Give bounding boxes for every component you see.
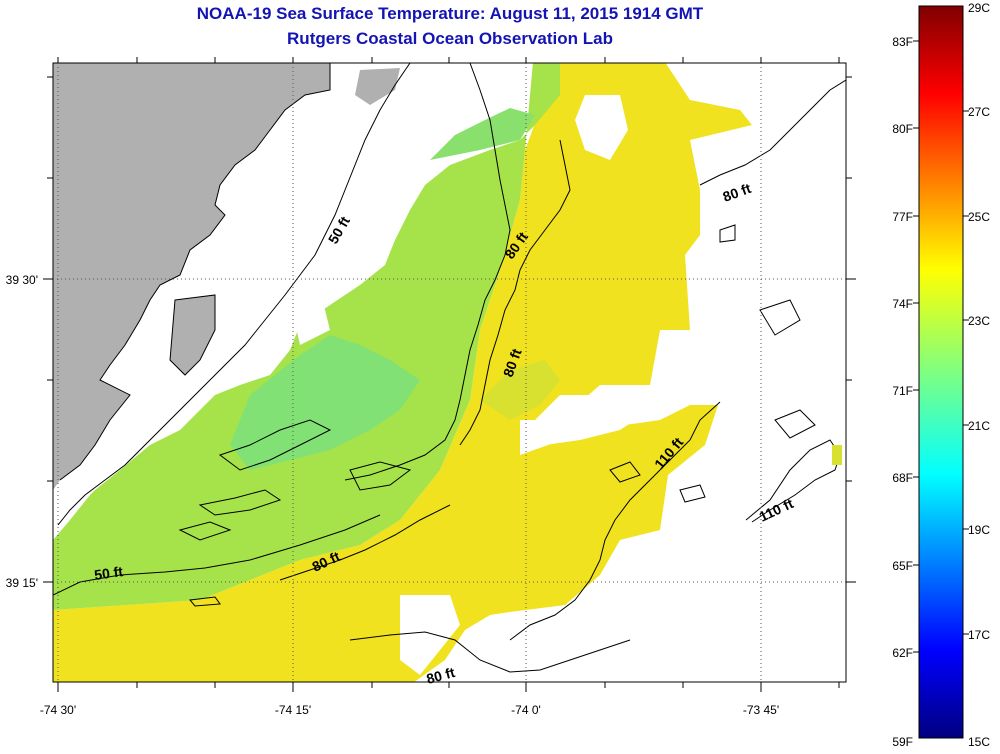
contour-shoal-9 xyxy=(189,596,221,607)
contour-110ft xyxy=(509,401,721,641)
contour-80ft-south xyxy=(279,504,451,581)
colorbar-c-label: 15C xyxy=(968,735,990,749)
cloud-mask-mid xyxy=(525,395,650,445)
colorbar-f-label: 71F xyxy=(892,384,913,398)
contour-50ft xyxy=(57,63,411,526)
cloud-mask-nearshore xyxy=(290,290,330,345)
colorbar-ticks xyxy=(913,40,969,653)
x-tick-label: -74 30' xyxy=(40,703,76,717)
colorbar-f-label: 77F xyxy=(892,210,913,224)
sst-cool-patch xyxy=(430,108,535,160)
contour-shoal-4 xyxy=(349,461,412,491)
sst-cool-region xyxy=(230,335,420,470)
colorbar-f-label: 68F xyxy=(892,471,913,485)
colorbar-f-label: 62F xyxy=(892,646,913,660)
contour-80ft-inner xyxy=(344,63,511,481)
land-cape-may xyxy=(170,295,215,375)
x-tick-label: -74 15' xyxy=(275,703,311,717)
colorbar-f-label: 80F xyxy=(892,122,913,136)
contour-shoal-1 xyxy=(218,419,332,471)
land-mass xyxy=(53,63,330,490)
bathymetry-contours xyxy=(53,63,846,673)
contour-shoal-3 xyxy=(178,521,232,541)
graticule xyxy=(53,63,846,682)
contour-label: 80 ft xyxy=(425,664,457,687)
y-tick-label: 39 30' xyxy=(6,273,38,287)
colorbar-c-label: 19C xyxy=(968,523,990,537)
contour-80ft-lower xyxy=(349,631,631,673)
cloud-mask-south xyxy=(400,595,460,675)
cloud-mask-east xyxy=(600,240,846,682)
y-tick-label: 39 15' xyxy=(6,576,38,590)
map-panel xyxy=(53,63,846,682)
colorbar-f-label: 59F xyxy=(892,735,913,749)
sst-edge-patch xyxy=(832,445,842,465)
sst-warm-region xyxy=(53,63,752,682)
cloud-mask-north xyxy=(575,95,628,160)
contour-80ft-east xyxy=(699,79,846,186)
contour-shoal-2 xyxy=(198,489,282,516)
colorbar-c-label: 17C xyxy=(968,628,990,642)
contour-estuary xyxy=(169,294,216,376)
colorbar-f-label: 74F xyxy=(892,297,913,311)
colorbar xyxy=(918,5,964,739)
colorbar-f-label: 83F xyxy=(892,35,913,49)
contour-shoal-5 xyxy=(679,484,706,503)
contour-shoal-6 xyxy=(719,224,736,243)
contour-coast xyxy=(59,63,331,481)
contour-shoal-8 xyxy=(759,299,801,336)
contour-label: 50 ft xyxy=(93,563,124,583)
land-island xyxy=(355,68,400,105)
colorbar-c-label: 21C xyxy=(968,419,990,433)
axis-ticks xyxy=(43,57,856,692)
contour-shoal-10 xyxy=(609,461,641,483)
map-subtitle: Rutgers Coastal Ocean Observation Lab xyxy=(287,29,613,48)
contour-80ft-mid xyxy=(459,139,571,446)
colorbar-c-label: 29C xyxy=(968,1,990,15)
contour-50ft-south xyxy=(53,514,381,596)
colorbar-c-label: 25C xyxy=(968,210,990,224)
contour-shoal-7 xyxy=(774,409,816,439)
x-tick-label: -73 45' xyxy=(743,703,779,717)
map-title: NOAA-19 Sea Surface Temperature: August … xyxy=(196,4,704,23)
cloud-mask-southwest xyxy=(53,495,90,540)
colorbar-c-label: 23C xyxy=(968,314,990,328)
colorbar-f-label: 65F xyxy=(892,559,913,573)
colorbar-c-label: 27C xyxy=(968,105,990,119)
x-tick-label: -74 0' xyxy=(511,703,541,717)
sst-mid-patch-east xyxy=(480,360,560,420)
